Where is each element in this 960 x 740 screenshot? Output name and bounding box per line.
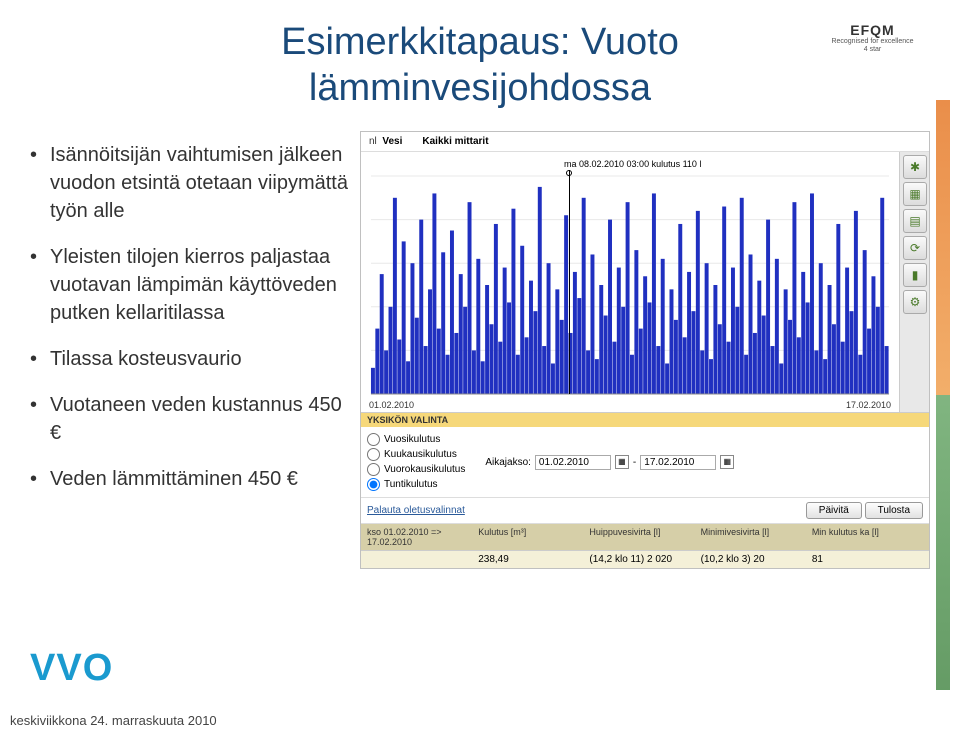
bullet-item: Vuotaneen veden kustannus 450 €: [30, 391, 350, 447]
radio-option[interactable]: Vuorokausikulutus: [367, 463, 465, 476]
vvo-logo: VVO: [30, 647, 113, 690]
chart-flag: ma 08.02.2010 03:00 kulutus 110 l: [561, 158, 704, 170]
reset-link[interactable]: Palauta oletusvalinnat: [367, 505, 465, 516]
accent-bar: [936, 100, 950, 690]
radio-option[interactable]: Kuukausikulutus: [367, 448, 465, 461]
tool-button[interactable]: ▮: [903, 263, 927, 287]
chart-toolbar: ✱ ▦ ▤ ⟳ ▮ ⚙: [899, 152, 929, 412]
bullet-list: Isännöitsijän vaihtumisen jälkeen vuodon…: [30, 131, 350, 569]
slide-title: Esimerkkitapaus: Vuoto lämminvesijohdoss…: [150, 20, 810, 111]
footer-date: keskiviikkona 24. marraskuuta 2010: [10, 713, 217, 728]
period-label: Aikajakso:: [485, 457, 531, 468]
tool-button[interactable]: ⚙: [903, 290, 927, 314]
calendar-icon[interactable]: ▦: [720, 455, 734, 469]
radio-group: Vuosikulutus Kuukausikulutus Vuorokausikul…: [367, 433, 465, 491]
summary-row: 238,49 (14,2 klo 11) 2 020 (10,2 klo 3) …: [361, 550, 929, 568]
bullet-item: Yleisten tilojen kierros paljastaa vuota…: [30, 243, 350, 327]
efqm-logo: EFQM: [825, 22, 920, 38]
tool-button[interactable]: ▦: [903, 182, 927, 206]
chart-header: nl Vesi Kaikki mittarit: [361, 132, 929, 152]
tool-button[interactable]: ✱: [903, 155, 927, 179]
period-selector: Aikajakso: ▦ - ▦: [485, 433, 734, 491]
unit-selection-header: YKSIKÖN VALINTA: [361, 412, 929, 427]
update-button[interactable]: Päivitä: [806, 502, 862, 519]
summary-header: kso 01.02.2010 => 17.02.2010 Kulutus [m³…: [361, 524, 929, 550]
efqm-badge: EFQM Recognised for excellence 4 star: [825, 22, 920, 82]
x-axis-end: 17.02.2010: [846, 400, 891, 410]
print-button[interactable]: Tulosta: [865, 502, 923, 519]
radio-option[interactable]: Vuosikulutus: [367, 433, 465, 446]
chart-marker-line: [569, 170, 570, 394]
efqm-sub1: Recognised for excellence: [825, 38, 920, 46]
bullet-item: Isännöitsijän vaihtumisen jälkeen vuodon…: [30, 141, 350, 225]
tool-button[interactable]: ▤: [903, 209, 927, 233]
chart-plot: ma 08.02.2010 03:00 kulutus 110 l 01.02.…: [361, 152, 899, 412]
radio-option[interactable]: Tuntikulutus: [367, 478, 465, 491]
x-axis-start: 01.02.2010: [369, 400, 414, 410]
efqm-sub2: 4 star: [825, 46, 920, 54]
bullet-item: Tilassa kosteusvaurio: [30, 345, 350, 373]
chart-application: nl Vesi Kaikki mittarit ma 08.02.2010 03…: [360, 131, 930, 569]
tool-button[interactable]: ⟳: [903, 236, 927, 260]
period-from-input[interactable]: [535, 455, 611, 470]
bullet-item: Veden lämmittäminen 450 €: [30, 465, 350, 493]
calendar-icon[interactable]: ▦: [615, 455, 629, 469]
period-to-input[interactable]: [640, 455, 716, 470]
